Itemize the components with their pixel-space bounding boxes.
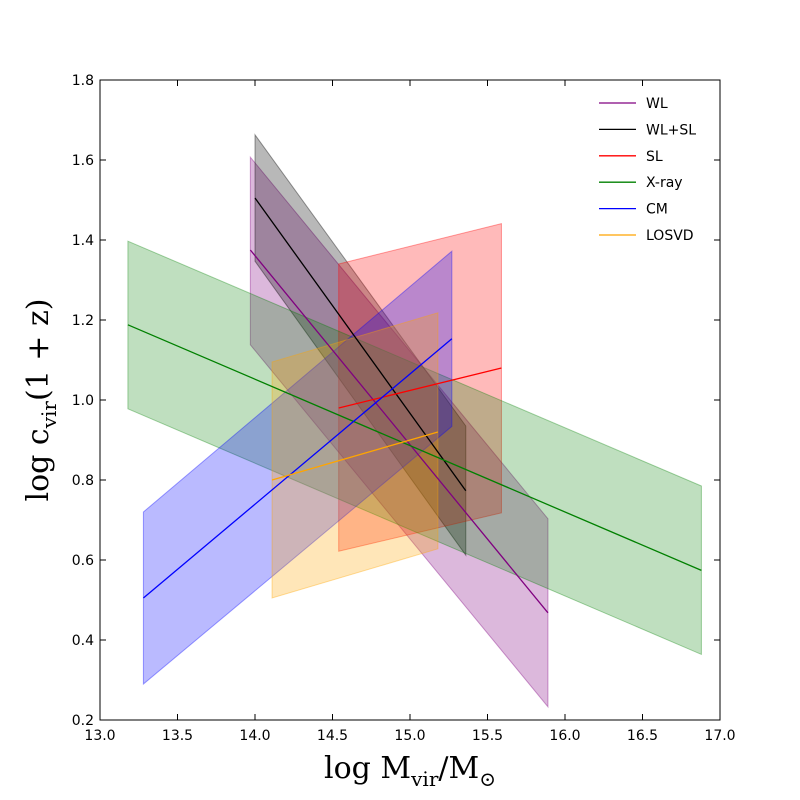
x-tick-label: 14.0 bbox=[239, 728, 270, 744]
y-tick-label: 1.2 bbox=[72, 313, 94, 329]
legend-label-sl: SL bbox=[646, 149, 663, 165]
y-tick-label: 1.6 bbox=[72, 153, 94, 169]
line-x-ray bbox=[127, 324, 702, 571]
x-axis-label: log Mvir/M⊙ bbox=[324, 751, 496, 791]
x-tick-label: 16.0 bbox=[549, 728, 580, 744]
line-cm bbox=[142, 338, 453, 599]
y-tick-label: 0.6 bbox=[72, 553, 94, 569]
x-tick-label: 15.0 bbox=[394, 728, 425, 744]
legend: WL WL+SL SL X-ray CM LOSVD bbox=[599, 96, 696, 244]
x-tick-label: 14.5 bbox=[317, 728, 348, 744]
x-tick-label: 13.5 bbox=[162, 728, 193, 744]
line-losvd bbox=[271, 431, 439, 481]
y-tick-label: 0.2 bbox=[72, 713, 94, 729]
line-sl bbox=[338, 367, 502, 409]
y-tick-label: 1.0 bbox=[72, 393, 94, 409]
x-tick-label: 16.5 bbox=[627, 728, 658, 744]
line-wl bbox=[249, 249, 549, 614]
legend-label-wl-sl: WL+SL bbox=[646, 122, 696, 138]
y-tick-label: 1.4 bbox=[72, 233, 94, 249]
y-tick-label: 0.8 bbox=[72, 473, 94, 489]
x-tick-label: 17.0 bbox=[704, 728, 735, 744]
y-axis-label: log cvir(1 + z) bbox=[21, 299, 61, 502]
x-ticks: 13.0 13.5 14.0 14.5 15.0 15.5 16.0 16.5 17.0 bbox=[84, 80, 736, 744]
legend-label-losvd: LOSVD bbox=[646, 228, 694, 244]
lines-layer bbox=[127, 197, 702, 614]
x-tick-label: 15.5 bbox=[472, 728, 503, 744]
legend-label-x-ray: X-ray bbox=[646, 175, 683, 191]
legend-label-cm: CM bbox=[646, 202, 668, 218]
line-wl-sl bbox=[254, 197, 467, 492]
legend-label-wl: WL bbox=[646, 96, 668, 112]
y-tick-label: 1.8 bbox=[72, 73, 94, 89]
x-tick-label: 13.0 bbox=[84, 728, 115, 744]
y-ticks: 0.2 0.4 0.6 0.8 1.0 1.2 1.4 1.6 1.8 bbox=[72, 73, 720, 729]
y-tick-label: 0.4 bbox=[72, 633, 94, 649]
